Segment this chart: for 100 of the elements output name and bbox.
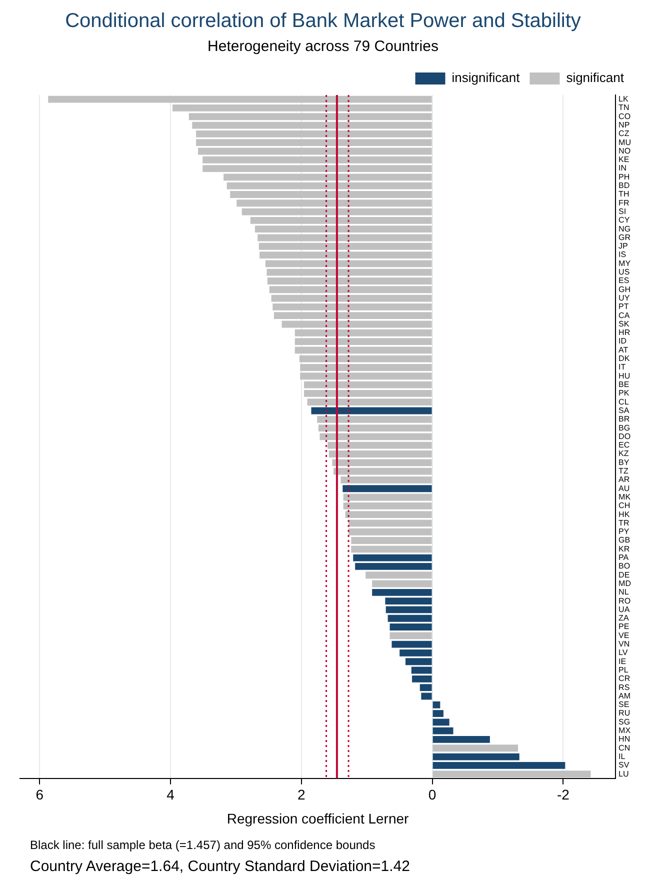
bar xyxy=(192,122,432,129)
y-tick-label: BO xyxy=(618,562,630,571)
y-tick-label: ES xyxy=(618,276,630,286)
y-tick-label: BG xyxy=(618,423,630,432)
y-tick-label: HR xyxy=(618,328,630,338)
bar xyxy=(386,606,432,614)
y-tick-label: KZ xyxy=(618,449,629,458)
bar xyxy=(311,407,432,414)
y-tick-label: GH xyxy=(618,284,631,294)
y-tick-label: VN xyxy=(618,640,630,649)
y-tick-label: SG xyxy=(618,717,630,726)
bar xyxy=(432,753,520,760)
x-tick-label: 6 xyxy=(36,786,44,803)
y-tick-label: PH xyxy=(618,172,630,182)
y-tick-label: HN xyxy=(618,734,630,744)
y-tick-label: MK xyxy=(618,492,632,502)
y-tick-label: GR xyxy=(618,232,631,242)
legend-label: significant xyxy=(566,70,624,86)
legend-label: insignificant xyxy=(452,70,520,86)
y-tick-label: DE xyxy=(618,570,630,580)
y-tick-label: GB xyxy=(618,536,630,545)
chart-subtitle: Heterogeneity across 79 Countries xyxy=(206,38,440,55)
y-tick-label: IS xyxy=(618,250,626,260)
bar xyxy=(372,580,432,588)
y-tick-label: LU xyxy=(618,769,630,778)
y-tick-label: CZ xyxy=(618,129,630,138)
x-tick-label: 4 xyxy=(166,786,175,803)
y-tick-label: DO xyxy=(618,432,631,441)
y-tick-label: CR xyxy=(618,674,630,684)
y-tick-label: HK xyxy=(618,510,630,519)
bar xyxy=(432,744,518,752)
y-tick-label: NL xyxy=(618,588,630,597)
x-tick-label: 2 xyxy=(298,786,306,803)
y-tick-label: CH xyxy=(618,501,630,510)
y-tick-label: SA xyxy=(618,406,630,415)
y-tick-label: PL xyxy=(618,665,629,674)
bar xyxy=(343,494,432,501)
y-tick-label: IL xyxy=(618,752,626,761)
y-tick-label: KR xyxy=(618,544,630,554)
y-tick-label: AU xyxy=(618,484,630,493)
text: Country Average=1.64, Country Standard Deviation=1.42 xyxy=(30,858,410,875)
y-tick-label: RS xyxy=(618,682,630,692)
y-tick-label: ZA xyxy=(618,614,630,623)
bar xyxy=(198,148,432,155)
y-tick-label: SV xyxy=(618,760,630,770)
y-tick-label: PE xyxy=(618,622,630,632)
y-tick-label: TH xyxy=(618,190,630,199)
y-tick-label: IN xyxy=(618,164,627,173)
x-tick-label: 0 xyxy=(428,786,436,803)
y-tick-label: UA xyxy=(618,604,630,614)
y-tick-label: CL xyxy=(618,397,630,406)
y-tick-label: IT xyxy=(618,362,626,372)
y-tick-label: EC xyxy=(618,440,630,450)
y-tick-label: IE xyxy=(618,656,626,666)
bar xyxy=(366,572,432,579)
y-tick-label: CO xyxy=(618,112,631,121)
y-tick-label: BD xyxy=(618,181,630,190)
y-tick-label: CN xyxy=(618,743,630,752)
y-tick-label: NP xyxy=(618,120,630,130)
y-tick-label: AM xyxy=(618,691,631,700)
y-tick-label: VE xyxy=(618,630,630,640)
bar xyxy=(282,320,432,328)
y-tick-label: BR xyxy=(618,414,630,424)
bar xyxy=(432,770,591,778)
y-tick-label: SE xyxy=(618,700,630,710)
y-tick-label: TN xyxy=(618,103,630,112)
y-tick-label: RO xyxy=(618,596,631,606)
y-tick-label: ID xyxy=(618,336,627,346)
bar xyxy=(242,208,432,216)
y-tick-label: FR xyxy=(618,198,630,208)
y-tick-label: LK xyxy=(618,94,630,104)
y-tick-label: SK xyxy=(618,319,630,328)
chart-title: Conditional correlation of Bank Market Power and Stability xyxy=(64,10,582,33)
y-tick-label: PY xyxy=(618,527,630,536)
bar xyxy=(258,234,432,242)
bar xyxy=(411,666,432,674)
y-tick-label: NG xyxy=(618,224,631,234)
y-tick-label: HU xyxy=(618,371,630,380)
y-tick-label: PK xyxy=(618,388,630,398)
y-tick-label: CY xyxy=(618,216,630,225)
y-tick-label: DK xyxy=(618,354,630,364)
y-tick-label: LV xyxy=(618,648,628,658)
x-tick-label: -2 xyxy=(556,786,570,803)
bar xyxy=(390,632,432,640)
bar xyxy=(342,485,432,492)
y-tick-label: AR xyxy=(618,475,630,484)
y-tick-label: NO xyxy=(618,146,631,156)
y-tick-label: MX xyxy=(618,726,632,736)
y-tick-label: PT xyxy=(618,302,629,312)
y-tick-label: PA xyxy=(618,553,630,562)
y-tick-label: TZ xyxy=(618,466,628,476)
y-tick-label: SI xyxy=(618,206,626,216)
y-tick-label: US xyxy=(618,268,630,277)
y-tick-label: BY xyxy=(618,458,630,467)
y-tick-label: MU xyxy=(618,138,632,147)
bar xyxy=(432,762,566,769)
x-axis-title: Regression coefficient Lerner xyxy=(226,810,410,826)
y-tick-label: BE xyxy=(618,380,630,389)
y-tick-label: KE xyxy=(618,155,630,164)
text: Black line: full sample beta (=1.457) and 95% confidence bounds xyxy=(30,838,376,852)
